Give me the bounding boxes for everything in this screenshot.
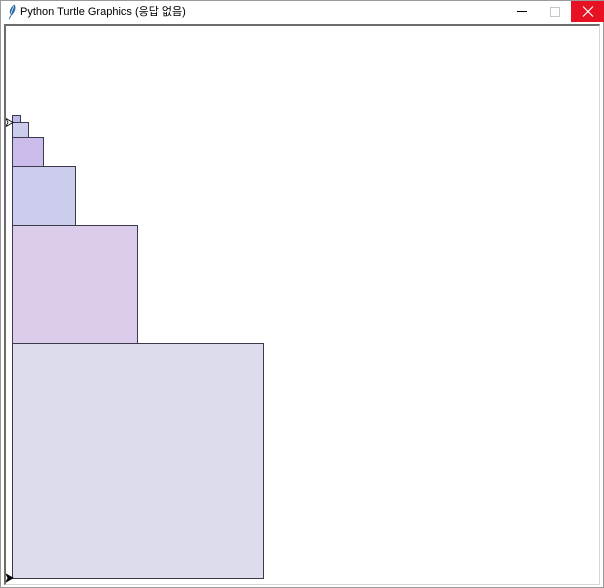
turtle-arrow-icon — [6, 573, 14, 583]
squares-group — [12, 115, 264, 579]
square-4 — [12, 166, 76, 226]
maximize-icon — [550, 7, 560, 17]
turtle-canvas[interactable] — [4, 24, 600, 585]
maximize-button[interactable] — [538, 1, 571, 22]
square-3 — [12, 137, 44, 167]
minimize-button[interactable] — [505, 1, 538, 22]
close-button[interactable] — [571, 1, 604, 22]
window-title: Python Turtle Graphics (응답 없음) — [20, 6, 186, 18]
square-6 — [12, 343, 264, 579]
minimize-icon — [517, 11, 527, 12]
drawing-surface — [6, 115, 264, 583]
close-icon — [582, 6, 594, 17]
square-5 — [12, 225, 138, 344]
feather-icon — [8, 4, 16, 20]
square-2 — [12, 122, 29, 138]
square-1 — [12, 115, 21, 123]
title-bar[interactable]: Python Turtle Graphics (응답 없음) — [1, 1, 604, 23]
turtle-arrow-icon — [6, 118, 14, 127]
